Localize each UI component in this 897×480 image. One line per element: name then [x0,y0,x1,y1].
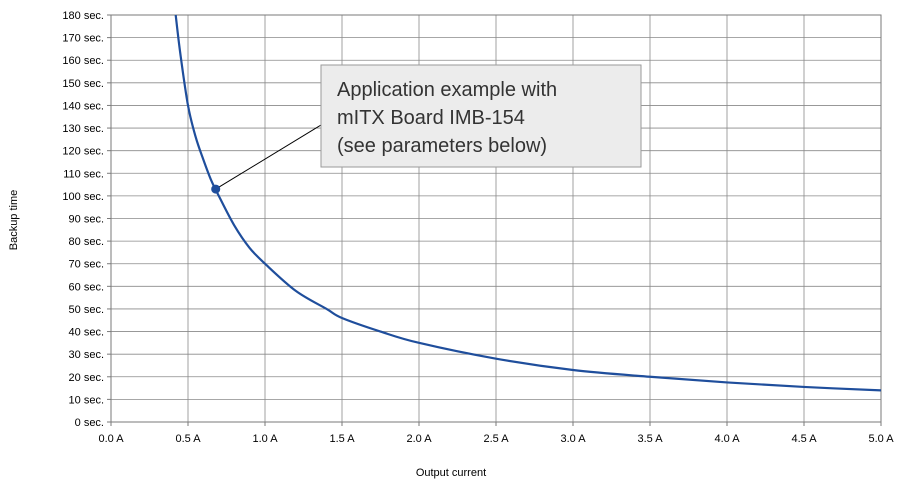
annotation-callout: Application example with mITX Board IMB-… [320,64,642,168]
x-tick-label: 1.5 A [329,433,355,445]
y-tick-label: 100 sec. [62,191,104,203]
y-tick-label: 170 sec. [62,33,104,45]
x-tick-label: 4.5 A [791,433,817,445]
x-tick-label: 3.0 A [560,433,586,445]
y-tick-label: 30 sec. [69,349,104,361]
y-tick-label: 40 sec. [69,327,104,339]
y-tick-label: 50 sec. [69,304,104,316]
y-tick-label: 20 sec. [69,372,104,384]
x-tick-label: 0.5 A [175,433,201,445]
y-tick-label: 140 sec. [62,100,104,112]
x-tick-label: 0.0 A [98,433,124,445]
annotation-line-2: mITX Board IMB-154 [337,107,525,129]
y-tick-label: 120 sec. [62,146,104,158]
x-axis-ticks: 0.0 A 0.5 A 1.0 A 1.5 A 2.0 A 2.5 A 3.0 A 3.5 A… [98,422,894,445]
y-tick-label: 90 sec. [69,214,104,226]
x-tick-label: 2.0 A [406,433,432,445]
y-tick-label: 130 sec. [62,123,104,135]
y-tick-label: 110 sec. [63,168,104,180]
x-tick-label: 4.0 A [714,433,740,445]
y-tick-label: 150 sec. [62,78,104,90]
y-tick-label: 10 sec. [69,394,104,406]
y-tick-label: 180 sec. [62,10,104,22]
x-axis-title: Output current [416,467,486,479]
y-tick-label: 80 sec. [69,236,104,248]
application-example-point [211,184,221,194]
y-tick-label: 0 sec. [75,417,104,429]
annotation-box [320,64,642,168]
x-tick-label: 3.5 A [637,433,663,445]
callout-leader-line [215,124,322,190]
annotation-line-1: Application example with [337,79,557,101]
y-tick-label: 60 sec. [69,281,104,293]
annotation-line-3: (see parameters below) [337,135,547,157]
y-tick-label: 160 sec. [62,55,104,67]
x-tick-label: 5.0 A [868,433,894,445]
x-tick-label: 2.5 A [483,433,509,445]
x-tick-label: 1.0 A [252,433,278,445]
y-axis-title: Backup time [8,190,20,251]
y-axis-ticks: 0 sec. 10 sec. 20 sec. 30 sec. 40 sec. 50 sec… [62,10,111,429]
y-tick-label: 70 sec. [69,259,104,271]
series-line-backup-time [174,14,882,392]
